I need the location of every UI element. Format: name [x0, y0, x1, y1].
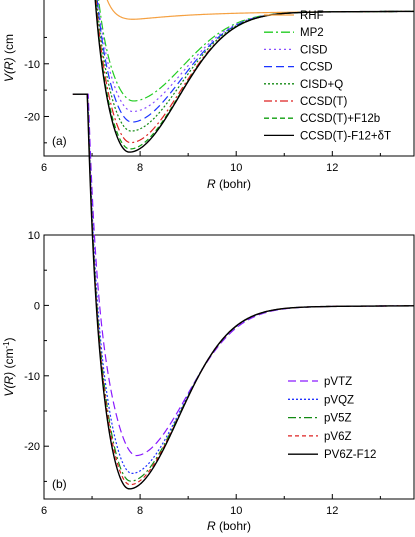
x-tick-label: 8 — [137, 505, 143, 517]
y-tick-label: 0 — [34, 300, 40, 312]
panel-a: 6 8 10 12 -20 -10 RHF MP2 CISD CCSD CISD+Q CCSD(T)… — [2, 0, 415, 191]
x-tick-label: 6 — [41, 505, 47, 517]
x-tick-label: 8 — [137, 162, 143, 174]
legend-label: RHF — [300, 10, 324, 22]
series-line-pvqz — [73, 94, 414, 473]
legend-label: MP2 — [300, 27, 324, 39]
x-tick-label: 6 — [41, 162, 47, 174]
legend-label: pVTZ — [324, 376, 352, 388]
legend-label: pVQZ — [324, 394, 354, 406]
series-line-cisd-q — [73, 0, 414, 131]
x-tick-label: 10 — [230, 162, 242, 174]
y-tick-label: -10 — [24, 59, 40, 71]
y-tick-label: -20 — [24, 111, 40, 123]
legend-label: CCSD(T)-F12+δT — [300, 130, 391, 142]
plot-frame-b — [43, 234, 415, 500]
legend-label: CISD+Q — [300, 79, 343, 91]
legend-label: CCSD(T) — [300, 96, 347, 108]
legend-label: PV6Z-F12 — [324, 449, 376, 461]
x-axis-title-b: R (bohr) — [207, 519, 251, 533]
series-line-rhf — [73, 0, 414, 19]
ticks-b: 6 8 10 12 -20 -10 0 10 — [24, 230, 381, 517]
y-axis-title-b: V(R) (cm-1) — [2, 337, 17, 396]
legend-label: CISD — [300, 44, 327, 56]
legend-label: CCSD — [300, 62, 333, 74]
series-line-pv6z — [73, 94, 414, 484]
series-line-cisd — [73, 0, 414, 112]
y-tick-label: -20 — [24, 441, 40, 453]
x-axis-title-a: R (bohr) — [207, 177, 251, 191]
series-line-mp2 — [73, 0, 414, 101]
panel-label-a: (a) — [52, 134, 67, 148]
series-line-pv5z — [73, 94, 414, 481]
y-tick-label: 10 — [28, 230, 40, 242]
ticks-a: 6 8 10 12 -20 -10 — [24, 36, 381, 174]
series-line-pv6z-f12 — [73, 94, 414, 489]
legend-b: pVTZ pVQZ pV5Z pV6Z PV6Z-F12 — [288, 376, 376, 461]
curves-b — [73, 94, 414, 489]
plot-frame-a — [43, 0, 415, 157]
legend-a: RHF MP2 CISD CCSD CISD+Q CCSD(T) CCSD(T)+F12b C… — [264, 10, 391, 142]
y-tick-label: -10 — [24, 371, 40, 383]
x-tick-label: 12 — [326, 162, 338, 174]
curves-a — [73, 0, 414, 152]
series-line-ccsd-t-f12-t — [73, 0, 414, 152]
panel-b: 6 8 10 12 -20 -10 0 10 pVTZ pVQZ pV5Z pV6Z PV6Z-F12… — [2, 94, 415, 533]
panel-label-b: (b) — [52, 477, 67, 491]
y-axis-title-a: V(R) (cm — [2, 34, 16, 82]
legend-label: pV5Z — [324, 413, 352, 425]
x-tick-label: 12 — [326, 505, 338, 517]
x-tick-label: 10 — [230, 505, 242, 517]
legend-label: CCSD(T)+F12b — [300, 113, 380, 125]
legend-label: pV6Z — [324, 431, 352, 443]
